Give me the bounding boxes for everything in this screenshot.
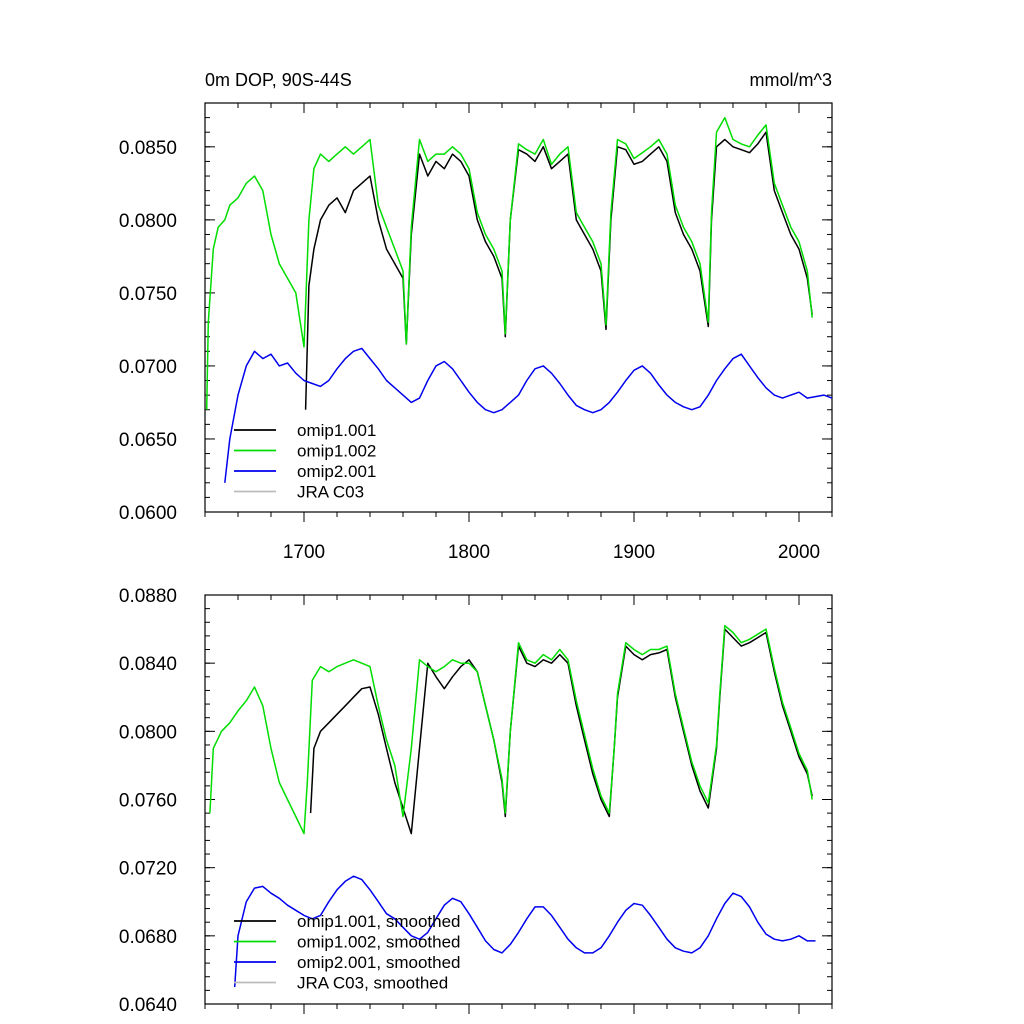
legend-label: omip2.001, smoothed	[297, 953, 461, 972]
legend-label: omip1.002, smoothed	[297, 933, 461, 952]
y-tick-label: 0.0760	[119, 791, 177, 812]
y-tick-label: 0.0650	[119, 430, 177, 451]
legend-label: JRA C03, smoothed	[297, 974, 448, 993]
y-tick-label: 0.0720	[119, 859, 177, 880]
units-label: mmol/m^3	[750, 70, 832, 90]
series-line-omip2-001	[224, 347, 833, 483]
y-tick-label: 0.0600	[119, 503, 177, 524]
y-tick-label: 0.0840	[119, 654, 177, 675]
y-tick-label: 0.0700	[119, 357, 177, 378]
bottom-panel: 0.0640 0.0680 0.0720 0.0760 0.0800 0.0840 0.08…	[119, 586, 833, 1016]
y-tick-label: 0.0850	[119, 138, 177, 159]
x-tick-label: 1900	[613, 542, 655, 563]
y-tick-label: 0.0800	[119, 722, 177, 743]
y-tick-label: 0.0800	[119, 211, 177, 232]
series-line-omip1-001	[304, 131, 813, 410]
y-tick-label: 0.0750	[119, 284, 177, 305]
top-panel: 0.0600 0.0650 0.0700 0.0750 0.0800 0.0850 1700…	[119, 70, 833, 563]
chart-title: 0m DOP, 90S-44S	[205, 70, 352, 90]
legend-label: omip1.001, smoothed	[297, 912, 461, 931]
series-line-omip1-002	[205, 116, 813, 410]
y-tick-label: 0.0880	[119, 586, 177, 607]
series-line-omip2-001-smoothed	[233, 875, 816, 988]
legend-label: JRA C03	[297, 483, 364, 502]
y-tick-label: 0.0640	[119, 995, 177, 1016]
legend-label: omip1.002	[297, 442, 376, 461]
legend-label: omip2.001	[297, 462, 376, 481]
legend-label: omip1.001	[297, 421, 376, 440]
x-tick-label: 1800	[448, 542, 490, 563]
x-tick-label: 1700	[283, 542, 325, 563]
series-line-omip1-002-smoothed	[209, 624, 813, 835]
y-tick-label: 0.0680	[119, 927, 177, 948]
x-tick-label: 2000	[778, 542, 820, 563]
series-line-omip1-001-smoothed	[309, 628, 813, 835]
